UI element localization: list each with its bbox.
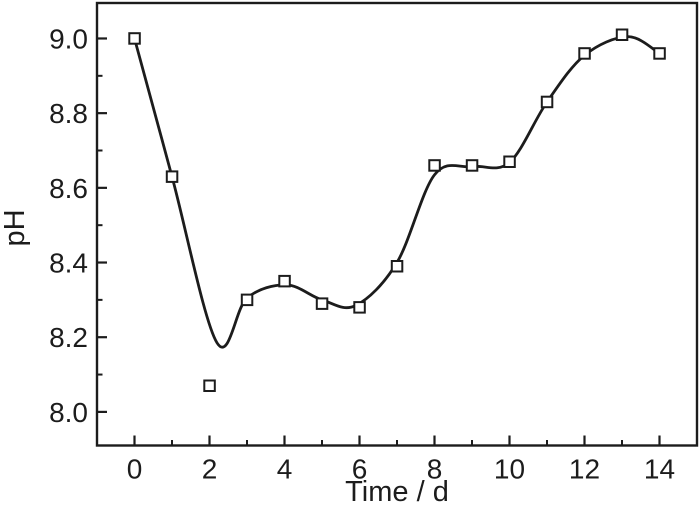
data-point-marker bbox=[578, 47, 591, 60]
x-tick-label: 0 bbox=[127, 454, 143, 485]
y-tick-label: 8.6 bbox=[49, 173, 88, 204]
x-axis-title: Time / d bbox=[345, 476, 449, 508]
x-tick-label: 6 bbox=[352, 454, 368, 485]
y-tick-label: 8.0 bbox=[49, 397, 88, 428]
data-point-marker bbox=[428, 159, 441, 172]
data-point-marker bbox=[653, 47, 666, 60]
data-point-marker bbox=[390, 260, 404, 273]
x-tick-label: 10 bbox=[494, 454, 525, 485]
data-point-marker bbox=[203, 379, 216, 392]
x-tick-label: 12 bbox=[569, 454, 600, 485]
x-tick-label: 8 bbox=[427, 454, 443, 485]
data-point-marker bbox=[540, 95, 554, 109]
y-tick-label: 9.0 bbox=[49, 23, 88, 54]
y-tick-label: 8.8 bbox=[49, 98, 88, 129]
y-axis-title: pH bbox=[0, 209, 31, 246]
y-tick-label: 8.2 bbox=[49, 322, 88, 353]
data-point-marker bbox=[240, 293, 254, 307]
data-point-marker bbox=[353, 301, 366, 314]
y-tick-label: 8.4 bbox=[49, 248, 88, 279]
fit-curve bbox=[133, 35, 661, 349]
x-tick-label: 14 bbox=[644, 454, 675, 485]
axis-frame bbox=[95, 1, 699, 447]
data-point-marker bbox=[503, 155, 516, 168]
data-point-marker bbox=[315, 297, 329, 310]
x-tick-label: 2 bbox=[202, 454, 218, 485]
data-point-marker bbox=[465, 159, 479, 172]
chart-plot-area: 0 2 4 6 8 10 12 14 8.0 8.2 8.4 8.6 8.8 9.0 bbox=[49, 1, 699, 485]
x-tick-label: 4 bbox=[277, 454, 293, 485]
data-point-marker bbox=[128, 32, 141, 45]
data-point-marker bbox=[278, 274, 291, 288]
data-point-marker bbox=[615, 28, 629, 41]
data-point-marker bbox=[165, 170, 179, 183]
